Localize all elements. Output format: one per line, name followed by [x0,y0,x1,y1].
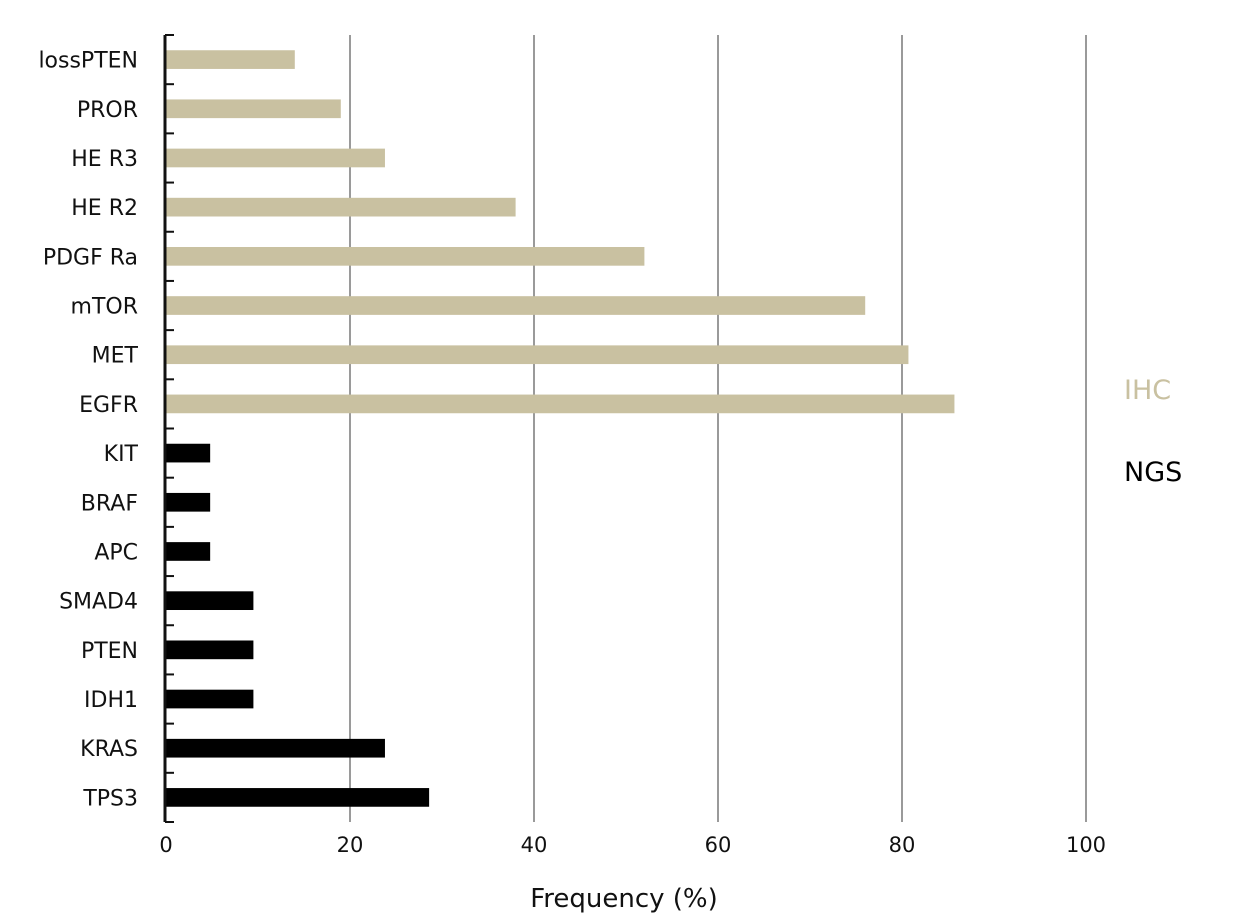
bar-idh1 [166,689,254,709]
category-label: TPS3 [82,786,138,811]
category-label: lossPTEN [38,49,138,74]
x-tick-label: 20 [337,833,364,857]
category-label: PTEN [81,639,138,664]
category-label: MET [92,344,139,369]
x-tick-label: 100 [1066,833,1106,857]
category-label: KIT [104,442,139,467]
bar-braf [166,492,211,512]
gridlines [349,35,1087,822]
category-label: PDGF Ra [43,245,138,270]
bar-he-r3 [166,148,385,168]
category-label: EGFR [79,393,138,418]
bar-pdgf-ra [166,246,645,266]
legend-item-ihc: IHC [1124,375,1171,406]
x-tick-labels: 0 20 40 60 80 100 [159,833,1106,857]
bar-kras [166,738,385,758]
category-label: BRAF [81,491,138,516]
category-label: SMAD4 [59,590,138,615]
bar-smad4 [166,591,254,611]
x-axis-title: Frequency (%) [530,884,718,914]
legend-item-ngs: NGS [1124,457,1182,488]
bar-tps3 [166,788,430,807]
category-label: APC [94,540,138,565]
category-label: KRAS [80,737,138,762]
category-label: IDH1 [84,688,138,713]
bar-pten [166,640,254,660]
bar-egfr [166,394,955,414]
bar-met [166,345,909,365]
x-tick-label: 60 [705,833,732,857]
x-tick-label: 40 [521,833,548,857]
x-tick-label: 80 [889,833,916,857]
bar-pror [166,99,341,119]
x-tick-label: 0 [159,833,172,857]
bar-losspten [166,50,295,69]
category-labels: lossPTEN PROR HE R3 HE R2 PDGF Ra mTOR MET EGFR… [38,49,138,812]
bars [166,50,955,807]
category-label: PROR [77,98,138,123]
bar-he-r2 [166,197,516,217]
bar-apc [166,542,211,561]
category-label: HE R3 [71,147,138,172]
legend: IHC NGS [1124,375,1182,488]
bar-kit [166,443,211,463]
category-label: mTOR [71,295,138,320]
bar-mtor [166,296,866,315]
category-label: HE R2 [71,196,138,221]
axes [163,34,174,823]
